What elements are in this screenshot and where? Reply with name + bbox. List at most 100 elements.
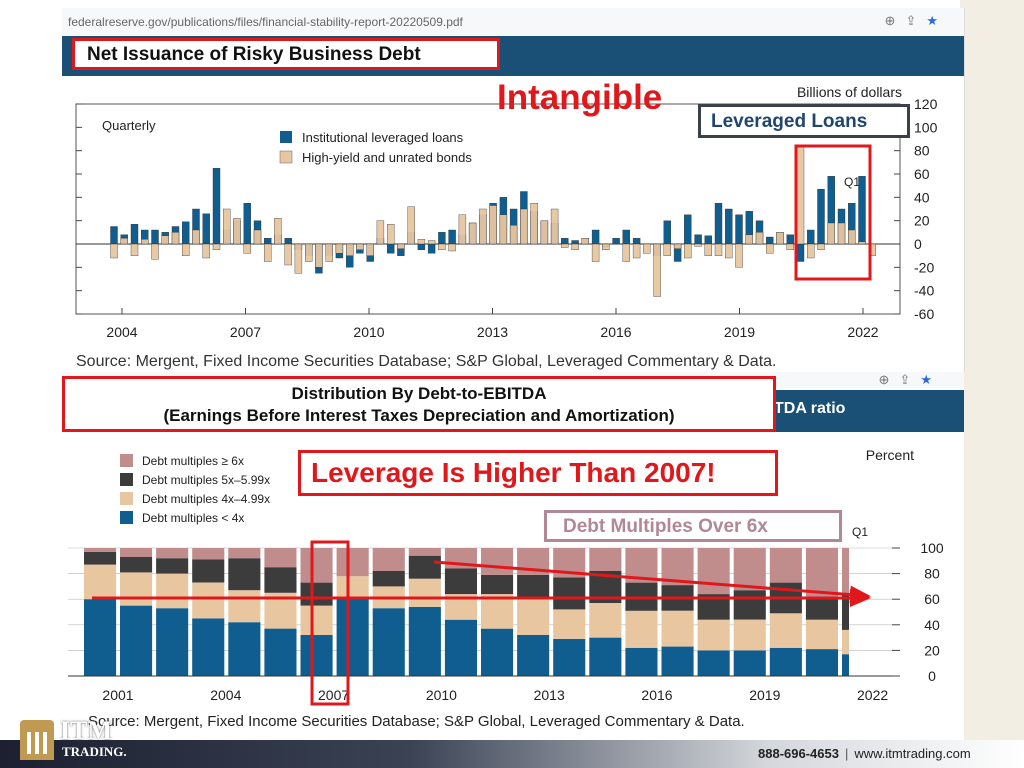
loan-bar (786, 234, 794, 245)
stack-segment-1 (625, 647, 658, 676)
stack-segment-1 (300, 635, 333, 676)
plot-frame (75, 103, 901, 315)
bond-bar (817, 243, 825, 251)
y-tick-label: 120 (914, 96, 938, 112)
stack-segment-2 (697, 619, 730, 651)
bond-bar (356, 243, 364, 251)
browser-toolbar-2: ⊕⇪★ (879, 372, 942, 388)
x-tick-label: 2010 (353, 324, 384, 340)
stack-segment-1 (228, 622, 261, 676)
stack-segment-4 (120, 548, 153, 557)
share-icon[interactable]: ⇪ (905, 13, 927, 28)
legend-swatch-loans (280, 131, 292, 143)
y-tick-label: 80 (924, 566, 940, 582)
loan-bar (427, 243, 436, 254)
phone-number[interactable]: 888-696-4653 (758, 746, 839, 761)
stack-segment-1 (84, 599, 117, 676)
loan-bar (284, 237, 292, 245)
bond-bar (171, 232, 180, 245)
loan-bar (817, 188, 825, 245)
stack-segment-2 (156, 573, 189, 609)
stack-segment-3 (481, 574, 514, 595)
loan-bar (561, 237, 569, 245)
x-tick-label: 2001 (102, 687, 133, 703)
legend-label-loans: Institutional leveraged loans (302, 130, 464, 145)
stack-segment-1 (769, 647, 802, 676)
bond-bar (110, 243, 118, 259)
bond-bar (684, 243, 692, 259)
stack-segment-3 (842, 594, 849, 630)
q1-annotation: Q1 (852, 525, 868, 539)
bond-bar (479, 208, 487, 245)
stack-segment-1 (336, 599, 369, 676)
stack-segment-2 (517, 597, 550, 635)
bond-bar (858, 241, 866, 245)
loan-bar (448, 229, 456, 245)
bond-bar (807, 243, 815, 259)
loan-bar (571, 240, 579, 245)
stack-segment-2 (300, 605, 333, 635)
loan-bar (796, 243, 805, 262)
stack-segment-4 (300, 548, 333, 583)
star-icon[interactable]: ★ (920, 372, 942, 387)
itm-trading-logo: ITM TRADING. (14, 712, 164, 768)
loan-bar (766, 236, 774, 245)
loan-bar (612, 237, 620, 245)
stack-segment-2 (625, 610, 658, 648)
share-icon[interactable]: ⇪ (899, 372, 921, 387)
footer-bar: 888-696-4653 | www.itmtrading.com (0, 740, 1024, 768)
loan-bar (212, 167, 221, 245)
loan-bar (243, 202, 251, 245)
x-tick-label: 2019 (749, 687, 780, 703)
zoom-icon[interactable]: ⊕ (884, 13, 906, 28)
loan-bar (387, 243, 395, 254)
stack-segment-3 (120, 557, 153, 573)
y-tick-label: -20 (914, 259, 934, 275)
website-link[interactable]: www.itmtrading.com (854, 746, 971, 761)
stack-segment-4 (589, 548, 622, 571)
stack-segment-1 (697, 650, 730, 676)
zoom-icon[interactable]: ⊕ (878, 372, 900, 387)
y-tick-label: 20 (914, 213, 930, 229)
stack-segment-1 (156, 608, 189, 676)
intangible-annotation: Intangible (497, 78, 663, 117)
bond-bar (663, 243, 671, 256)
x-tick-label: 2016 (641, 687, 672, 703)
bond-bar (458, 214, 467, 245)
bond-bar (509, 225, 518, 245)
bond-bar (673, 243, 682, 249)
y-tick-label: 60 (924, 591, 940, 607)
browser-url-bar[interactable]: federalreserve.gov/publications/files/fi… (62, 8, 964, 37)
bond-bar (427, 240, 436, 245)
url-text[interactable]: federalreserve.gov/publications/files/fi… (68, 15, 463, 29)
x-tick-label: 2022 (857, 687, 888, 703)
stack-segment-1 (589, 637, 622, 676)
bond-bar (274, 218, 282, 245)
y-tick-label: 0 (928, 668, 936, 684)
stack-segment-1 (661, 646, 694, 676)
y-tick-label: 40 (924, 617, 940, 633)
stack-segment-4 (84, 548, 117, 552)
bond-bar (315, 243, 323, 268)
loan-bar (704, 235, 712, 245)
stack-segment-2 (192, 582, 225, 619)
stack-segment-4 (697, 548, 730, 595)
loan-bar (663, 220, 671, 245)
x-tick-label: 2007 (230, 324, 261, 340)
star-icon[interactable]: ★ (926, 13, 948, 28)
x-tick-label: 2016 (600, 324, 631, 340)
y-tick-label: -40 (914, 283, 934, 299)
bond-bar (222, 208, 231, 245)
unit-label: Percent (866, 447, 914, 463)
stack-segment-2 (228, 590, 261, 623)
bond-bar (263, 243, 272, 262)
stack-segment-1 (408, 606, 441, 676)
bond-bar (796, 144, 805, 245)
stack-segment-1 (733, 650, 766, 676)
stack-segment-3 (733, 590, 766, 620)
stack-segment-2 (805, 619, 838, 650)
highlight-box-recent (794, 144, 872, 281)
leverage-higher-box: Leverage Is Higher Than 2007! (298, 450, 778, 496)
q1-annotation: Q1 (844, 175, 860, 189)
stack-segment-4 (372, 548, 405, 571)
